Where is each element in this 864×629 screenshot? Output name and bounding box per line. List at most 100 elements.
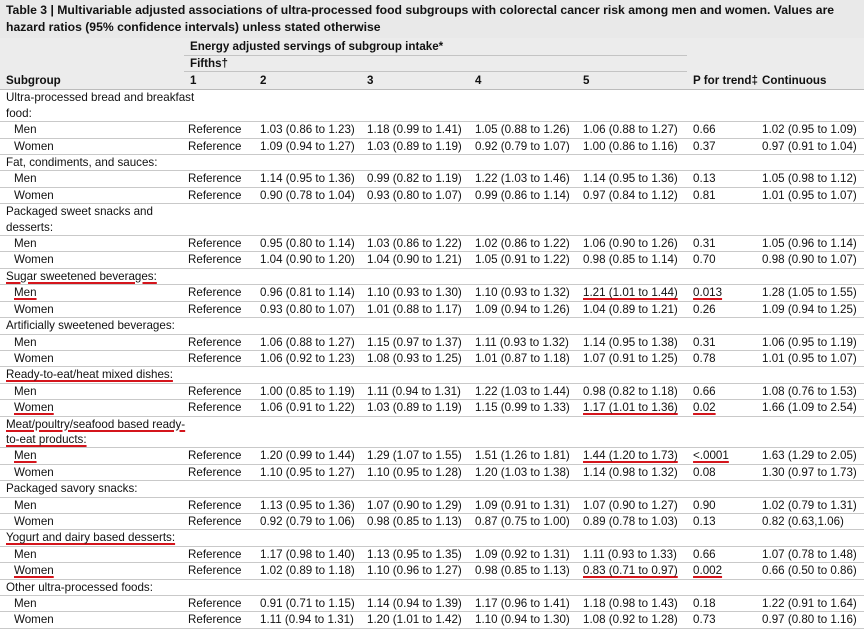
table-row: Men Reference 1.03 (0.86 to 1.23) 1.18 (0.9… xyxy=(0,121,864,139)
fifth-5-value: 1.14 (0.95 to 1.36) xyxy=(583,172,678,186)
table-row: Women Reference 1.06 (0.91 to 1.22) 1.03 (0… xyxy=(0,399,864,417)
table-row: Men Reference 1.06 (0.88 to 1.27) 1.15 (0.9… xyxy=(0,334,864,351)
fifth-3-value-cell: 0.93 (0.80 to 1.07) xyxy=(361,187,469,205)
fifth-5-value: 1.44 (1.20 to 1.73) xyxy=(583,449,678,463)
fifth-1-value: Reference xyxy=(188,564,242,578)
fifth-1-value-cell: Reference xyxy=(184,350,254,368)
fifth-2-value-cell: 0.91 (0.71 to 1.15) xyxy=(254,595,361,613)
header-continuous: Continuous xyxy=(756,71,864,91)
sex-label-cell: Men xyxy=(0,447,184,465)
fifth-1-value: Reference xyxy=(188,188,242,202)
continuous-value-cell: 1.01 (0.95 to 1.07) xyxy=(756,350,864,368)
sex-label: Men xyxy=(14,597,37,610)
sex-label-cell: Women xyxy=(0,513,184,531)
fifth-2-value: 1.04 (0.90 to 1.20) xyxy=(260,253,355,267)
fifth-2-value: 1.11 (0.94 to 1.31) xyxy=(260,613,354,627)
p-trend-value-cell: 0.66 xyxy=(687,546,757,564)
fifth-3-value: 1.08 (0.93 to 1.25) xyxy=(367,351,462,365)
subgroup-name-text: to-eat products: xyxy=(6,432,87,446)
continuous-value: 1.08 (0.76 to 1.53) xyxy=(762,384,857,398)
fifth-5-value-cell: 0.89 (0.78 to 1.03) xyxy=(577,513,688,531)
fifth-2-value-cell: 0.93 (0.80 to 1.07) xyxy=(254,301,361,319)
fifth-4-value: 1.02 (0.86 to 1.22) xyxy=(475,237,570,251)
fifth-1-value-cell: Reference xyxy=(184,138,254,156)
p-trend-value: 0.18 xyxy=(693,597,716,610)
fifth-5-value: 1.00 (0.86 to 1.16) xyxy=(583,139,678,153)
p-trend-value-cell: 0.002 xyxy=(687,562,757,580)
table-caption: Table 3 | Multivariable adjusted associa… xyxy=(0,0,864,38)
fifth-5-value: 1.08 (0.92 to 1.28) xyxy=(583,613,678,627)
fifth-1-value: Reference xyxy=(188,401,242,415)
fifth-3-value-cell: 1.08 (0.93 to 1.25) xyxy=(361,350,469,368)
table-row: Women Reference 1.09 (0.94 to 1.27) 1.03 (0… xyxy=(0,138,864,156)
subgroup-heading-row: Fat, condiments, and sauces: xyxy=(0,154,864,172)
sex-label-cell: Men xyxy=(0,284,184,302)
continuous-value-cell: 0.66 (0.50 to 0.86) xyxy=(756,562,864,580)
fifth-4-value-cell: 1.05 (0.88 to 1.26) xyxy=(469,121,577,139)
sex-label: Men xyxy=(14,335,37,349)
subgroup-heading-row: Sugar sweetened beverages: xyxy=(0,268,864,286)
fifth-2-value-cell: 1.20 (0.99 to 1.44) xyxy=(254,447,361,465)
header-empty xyxy=(0,38,184,56)
sex-label-cell: Men xyxy=(0,497,184,514)
p-trend-value-cell: 0.66 xyxy=(687,383,757,401)
fifth-1-value-cell: Reference xyxy=(184,497,254,514)
p-trend-value: 0.66 xyxy=(693,123,716,137)
fifth-4-value: 0.87 (0.75 to 1.00) xyxy=(475,514,570,528)
sex-label-cell: Women xyxy=(0,464,184,482)
p-trend-value: 0.90 xyxy=(693,498,716,512)
sex-label-cell: Women xyxy=(0,399,184,417)
p-trend-value-cell: 0.013 xyxy=(687,284,757,302)
continuous-value: 0.97 (0.80 to 1.16) xyxy=(762,613,857,627)
p-trend-value: <.0001 xyxy=(693,449,729,463)
p-trend-value: 0.31 xyxy=(693,237,716,251)
table-header: Energy adjusted servings of subgroup int… xyxy=(0,38,864,91)
subgroup-name: food: xyxy=(0,105,864,123)
fifth-3-value-cell: 1.10 (0.96 to 1.27) xyxy=(361,562,469,580)
table-row: Men Reference 0.95 (0.80 to 1.14) 1.03 (0.8… xyxy=(0,235,864,253)
fifth-2-value-cell: 1.04 (0.90 to 1.20) xyxy=(254,251,361,269)
subgroup-heading-row: Other ultra-processed foods: xyxy=(0,579,864,597)
fifth-4-value-cell: 0.98 (0.85 to 1.13) xyxy=(469,562,577,580)
subgroup-name-text: Artificially sweetened beverages: xyxy=(6,319,175,333)
sex-label-cell: Men xyxy=(0,546,184,564)
sex-label: Men xyxy=(14,172,37,186)
fifth-2-value-cell: 1.02 (0.89 to 1.18) xyxy=(254,562,361,580)
fifth-4-value-cell: 1.05 (0.91 to 1.22) xyxy=(469,251,577,269)
sex-label: Women xyxy=(14,188,54,202)
fifth-1-value: Reference xyxy=(188,384,242,398)
fifth-4-value: 1.05 (0.91 to 1.22) xyxy=(475,253,570,267)
fifth-3-value-cell: 1.18 (0.99 to 1.41) xyxy=(361,121,469,139)
fifth-4-value: 1.09 (0.92 to 1.31) xyxy=(475,547,570,561)
fifth-2-value-cell: 1.14 (0.95 to 1.36) xyxy=(254,170,361,188)
header-empty xyxy=(756,38,864,56)
header-empty xyxy=(0,55,184,72)
subgroup-name: Sugar sweetened beverages: xyxy=(0,268,864,286)
fifth-5-value-cell: 0.97 (0.84 to 1.12) xyxy=(577,187,688,205)
fifth-5-value-cell: 0.83 (0.71 to 0.97) xyxy=(577,562,688,580)
header-empty xyxy=(687,38,757,56)
fifth-4-value: 1.22 (1.03 to 1.46) xyxy=(475,172,570,186)
fifth-4-value-cell: 1.22 (1.03 to 1.44) xyxy=(469,383,577,401)
continuous-value: 1.22 (0.91 to 1.64) xyxy=(762,597,857,610)
fifth-3-value: 1.03 (0.89 to 1.19) xyxy=(367,401,462,415)
subgroup-name-text: Fat, condiments, and sauces: xyxy=(6,156,158,170)
fifth-3-value: 1.10 (0.93 to 1.30) xyxy=(367,286,462,300)
sex-label-cell: Men xyxy=(0,595,184,613)
sex-label-cell: Women xyxy=(0,350,184,368)
fifth-2-value-cell: 1.13 (0.95 to 1.36) xyxy=(254,497,361,514)
subgroup-name-text: Packaged savory snacks: xyxy=(6,482,138,496)
sex-label: Men xyxy=(14,123,37,137)
sex-label-cell: Men xyxy=(0,334,184,351)
fifth-4-value: 1.10 (0.93 to 1.32) xyxy=(475,286,570,300)
table-row: Men Reference 1.14 (0.95 to 1.36) 0.99 (0.8… xyxy=(0,170,864,188)
fifth-3-value-cell: 1.29 (1.07 to 1.55) xyxy=(361,447,469,465)
fifth-5-value: 0.83 (0.71 to 0.97) xyxy=(583,564,678,578)
fifth-4-value: 1.51 (1.26 to 1.81) xyxy=(475,449,570,463)
results-table: Energy adjusted servings of subgroup int… xyxy=(0,38,864,629)
sex-label-cell: Women xyxy=(0,562,184,580)
fifth-2-value: 1.06 (0.88 to 1.27) xyxy=(260,335,355,349)
fifth-5-value: 1.04 (0.89 to 1.21) xyxy=(583,302,678,316)
fifth-5-value: 0.97 (0.84 to 1.12) xyxy=(583,188,678,202)
p-trend-value-cell: 0.31 xyxy=(687,334,757,351)
